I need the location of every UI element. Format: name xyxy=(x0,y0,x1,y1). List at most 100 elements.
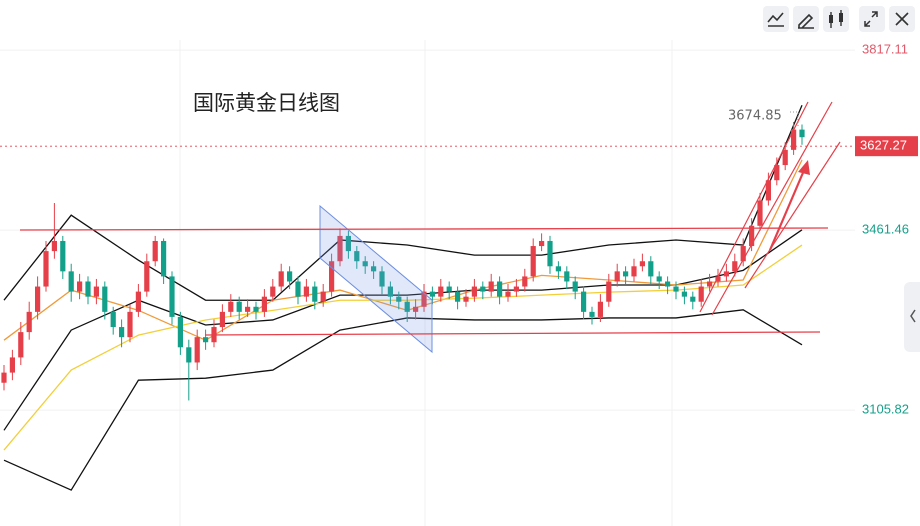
candle-body xyxy=(278,271,284,287)
candle-body xyxy=(26,311,32,333)
candle-body xyxy=(782,149,788,166)
candle-body xyxy=(312,286,318,302)
candle-body xyxy=(110,311,116,328)
icon xyxy=(798,13,814,29)
candle-body xyxy=(161,240,167,277)
candle-body xyxy=(799,129,805,138)
candle-body xyxy=(60,240,66,272)
candle-body xyxy=(623,271,629,277)
candle-body xyxy=(379,271,385,287)
last-price-label: 3627.27 xyxy=(860,138,907,153)
candle-body xyxy=(522,276,528,287)
candle-body xyxy=(119,327,125,338)
candle-body xyxy=(656,276,662,282)
candle-body xyxy=(757,200,763,226)
candle-body xyxy=(1,372,7,383)
candle-body xyxy=(329,261,335,292)
candle-body xyxy=(429,291,435,297)
candle-body xyxy=(9,357,15,373)
candle-body xyxy=(438,286,444,297)
toolbar xyxy=(763,6,915,32)
y-tick-label: 3105.82 xyxy=(862,402,909,417)
candle-body xyxy=(614,271,620,282)
candle-body xyxy=(270,286,276,297)
candle-body xyxy=(455,291,461,302)
candle-body xyxy=(698,286,704,302)
candle-body xyxy=(530,246,536,277)
candle-body xyxy=(127,311,133,338)
candle-body xyxy=(513,286,519,292)
candle-body xyxy=(287,271,293,282)
candle-body xyxy=(589,311,595,317)
icon xyxy=(829,15,833,23)
annotation: 3674.85 xyxy=(728,109,782,124)
candle-body xyxy=(480,286,486,292)
tool-button[interactable] xyxy=(823,6,849,32)
candle-body xyxy=(555,266,561,272)
candle-body xyxy=(51,240,57,252)
candle-body xyxy=(337,235,343,262)
candle-body xyxy=(497,281,503,297)
icon xyxy=(910,309,916,323)
candle-body xyxy=(18,332,24,358)
candle-body xyxy=(345,235,351,252)
indicator-line xyxy=(3,105,803,301)
candle-body xyxy=(228,301,234,312)
candle-body xyxy=(396,296,402,302)
candle-body xyxy=(463,296,469,302)
candle-body xyxy=(673,286,679,292)
candle-body xyxy=(186,347,192,363)
candle-body xyxy=(648,261,654,277)
candle-body xyxy=(93,286,99,297)
candle-body xyxy=(253,306,259,312)
icon xyxy=(767,12,784,27)
candle-body xyxy=(471,286,477,297)
icon xyxy=(839,13,843,22)
candle-body xyxy=(723,271,729,277)
candle-body xyxy=(639,261,645,267)
candle-body xyxy=(547,240,553,267)
chart-title: 国际黄金日线图 xyxy=(193,91,340,115)
trend-line xyxy=(711,101,833,316)
candle-body xyxy=(765,180,771,201)
candle-body xyxy=(135,291,141,312)
grid xyxy=(179,40,673,526)
candle-body xyxy=(236,301,242,312)
candle-body xyxy=(581,291,587,312)
candle-body xyxy=(564,271,570,282)
plot xyxy=(0,49,855,491)
candle-body xyxy=(421,291,427,307)
icon xyxy=(864,11,878,27)
candle-body xyxy=(152,240,158,262)
tool-button[interactable] xyxy=(859,6,885,32)
candle-body xyxy=(261,296,267,312)
candle-body xyxy=(597,301,603,317)
candle-body xyxy=(665,281,671,287)
candle-body xyxy=(169,276,175,317)
candle-body xyxy=(85,281,91,297)
drawings xyxy=(19,101,841,354)
y-tick-label: 3461.46 xyxy=(862,222,909,237)
candle-body xyxy=(387,286,393,297)
candle-body xyxy=(245,306,251,312)
candle-body xyxy=(681,291,687,297)
candle-body xyxy=(320,291,326,302)
arrow-head xyxy=(798,160,810,175)
trend-line xyxy=(699,101,809,313)
candle-body xyxy=(446,286,452,292)
candle-body xyxy=(68,271,74,292)
candle-body xyxy=(791,129,797,150)
candle-body xyxy=(715,276,721,282)
candle-body xyxy=(505,291,511,297)
candle-body xyxy=(35,286,41,312)
y-tick-label: 3817.11 xyxy=(862,42,908,57)
candle-body xyxy=(43,251,49,287)
candle-body xyxy=(690,296,696,302)
candle-body xyxy=(488,281,494,292)
channel xyxy=(319,204,433,354)
candle-body xyxy=(194,337,200,363)
candle-body xyxy=(203,337,209,343)
candle-body xyxy=(732,261,738,272)
candle-body xyxy=(740,246,746,262)
